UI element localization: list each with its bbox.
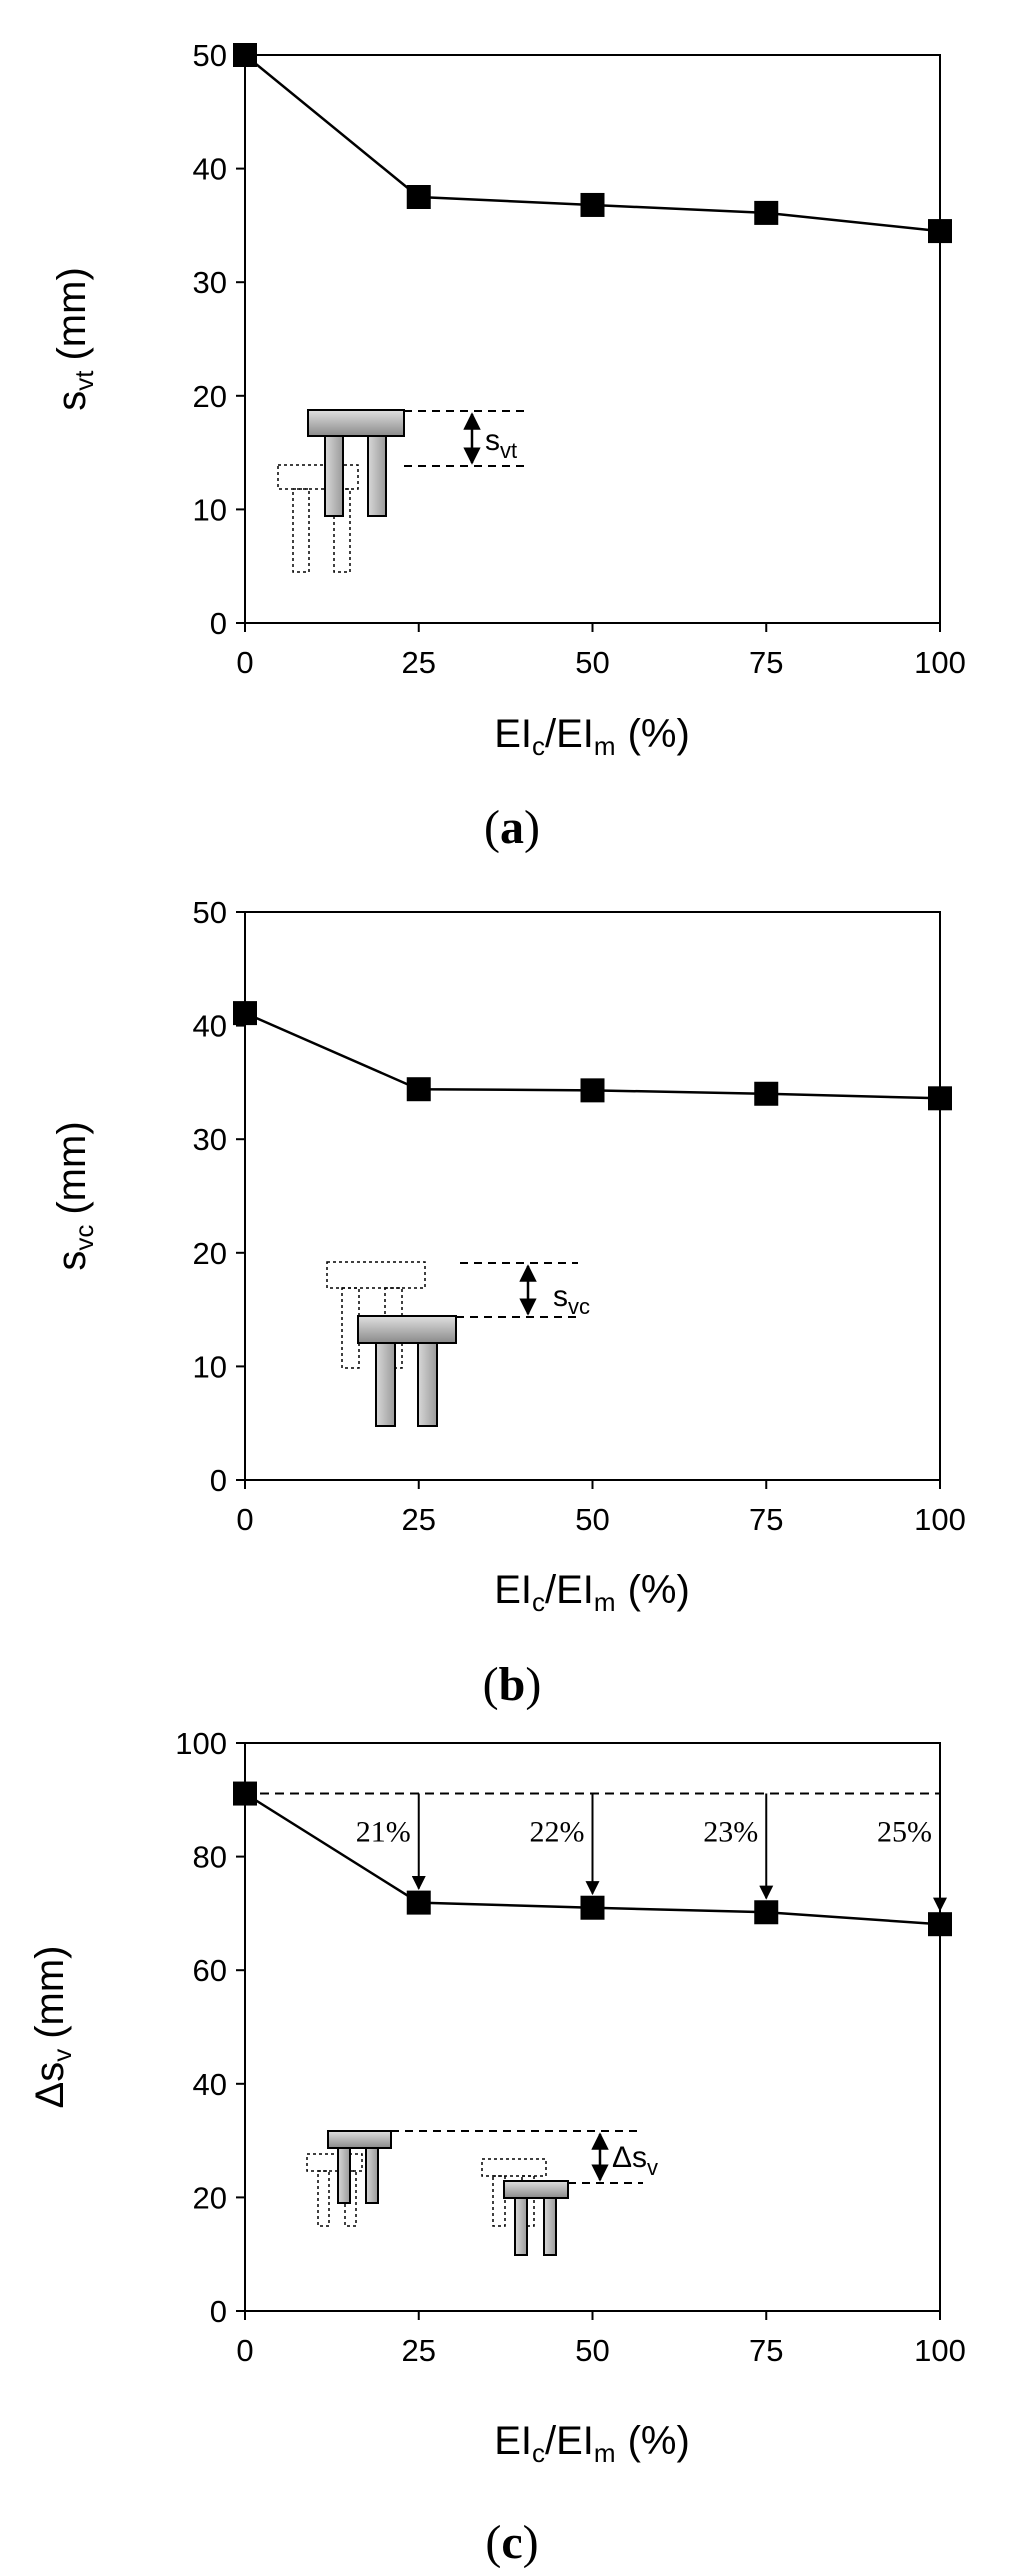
data-point [233, 1001, 257, 1026]
pile-after [375, 1342, 396, 1427]
chart-b-inset-diagram: svc [326, 1261, 590, 1427]
pile-after [324, 435, 344, 517]
y-tick-label: 10 [193, 492, 227, 527]
y-tick-label: 0 [210, 1463, 227, 1498]
inset-label: svc [553, 1280, 590, 1319]
pile-before [341, 1287, 360, 1369]
y-tick-label: 40 [193, 152, 227, 187]
chart-b-xlabel: EIc/EIm (%) [494, 1568, 690, 1617]
chart-c-inset-diagram: Δsv [306, 2130, 658, 2256]
data-point [233, 43, 257, 67]
x-tick-label: 0 [236, 645, 253, 680]
x-tick-label: 50 [575, 645, 609, 680]
y-tick-label: 20 [193, 1236, 227, 1271]
x-tick-label: 25 [402, 2333, 436, 2368]
chart-b-axes: 0 25 50 75 100 0 10 20 30 40 50 [193, 895, 966, 1537]
data-point [580, 1895, 605, 1920]
chart-b-plot-frame [244, 911, 941, 1481]
data-point [928, 219, 952, 244]
y-tick-label: 80 [193, 1840, 227, 1875]
inset-label: svt [485, 424, 517, 463]
y-tick-label: 0 [210, 606, 227, 641]
data-point [754, 1081, 779, 1106]
y-tick-label: 40 [193, 2067, 227, 2102]
pile-before [292, 488, 310, 573]
x-tick-label: 25 [402, 645, 436, 680]
chart-b-series [233, 1001, 952, 1111]
x-tick-label: 100 [914, 645, 966, 680]
x-tick-label: 50 [575, 2333, 609, 2368]
y-tick-label: 20 [193, 2180, 227, 2215]
data-point [580, 1078, 605, 1103]
pile-after [365, 2147, 379, 2204]
y-tick-label: 60 [193, 1953, 227, 1988]
reduction-label: 23% [703, 1816, 758, 1849]
x-tick-label: 100 [914, 2333, 966, 2368]
y-tick-label: 10 [193, 1349, 227, 1384]
pile-after [367, 435, 387, 517]
reduction-label: 25% [877, 1816, 932, 1849]
pile-cap-before [481, 2158, 547, 2177]
y-tick-label: 30 [193, 265, 227, 300]
reduction-label: 21% [356, 1816, 411, 1849]
chart-c-xlabel: EIc/EIm (%) [494, 2419, 690, 2468]
chart-c-refline: 21% 22% 23% 25% [245, 1792, 947, 1912]
data-point [928, 1912, 952, 1937]
reduction-label: 22% [530, 1816, 585, 1849]
chart-c-ylabel: Δsv(mm) [28, 1946, 77, 2109]
chart-a-ylabel: svt(mm) [50, 267, 99, 411]
data-point [233, 1781, 257, 1806]
chart-b: 0 25 50 75 100 0 10 20 30 40 50 svc(mm) EIc/EIm (%)… [50, 895, 966, 1711]
x-tick-label: 75 [749, 2333, 783, 2368]
pile-cap-after [357, 1315, 457, 1344]
chart-c-panel-label: (c) [485, 2516, 538, 2569]
data-point [580, 192, 605, 217]
pile-cap-after [327, 2130, 392, 2149]
pile-before [492, 2175, 506, 2227]
chart-a-xlabel: EIc/EIm (%) [494, 712, 690, 761]
y-tick-label: 30 [193, 1122, 227, 1157]
y-tick-label: 100 [175, 1726, 227, 1761]
x-tick-label: 50 [575, 1502, 609, 1537]
chart-a-series [233, 43, 952, 244]
pile-cap-before [277, 464, 359, 490]
data-point [406, 1890, 431, 1915]
data-point [754, 200, 779, 225]
pile-cap-before [306, 2153, 363, 2172]
y-tick-label: 50 [193, 895, 227, 930]
chart-b-panel-label: (b) [483, 1658, 542, 1711]
y-tick-label: 50 [193, 38, 227, 73]
y-tick-label: 40 [193, 1009, 227, 1044]
x-tick-label: 75 [749, 1502, 783, 1537]
pile-cap-after [503, 2180, 569, 2199]
pile-after [337, 2147, 351, 2204]
pile-after [514, 2197, 528, 2256]
chart-a-axes: 0 25 50 75 100 0 10 20 30 40 50 [193, 38, 966, 680]
x-tick-label: 75 [749, 645, 783, 680]
data-point [928, 1086, 952, 1111]
chart-a-inset-diagram: svt [277, 409, 527, 573]
inset-label: Δsv [612, 2141, 658, 2180]
x-tick-label: 25 [402, 1502, 436, 1537]
pile-before [317, 2170, 330, 2227]
data-point [406, 185, 431, 209]
x-tick-label: 0 [236, 2333, 253, 2368]
data-point [406, 1077, 431, 1102]
chart-c-axes: 0 25 50 75 100 0 20 40 60 80 100 [175, 1726, 966, 2368]
pile-cap-before [326, 1261, 426, 1289]
x-tick-label: 100 [914, 1502, 966, 1537]
pile-after [417, 1342, 438, 1427]
chart-a: 0 25 50 75 100 0 10 20 30 40 50 svt(mm) EIc/EIm (%)… [50, 38, 966, 854]
chart-a-panel-label: (a) [484, 801, 540, 854]
y-tick-label: 20 [193, 379, 227, 414]
chart-c-series [233, 1781, 952, 1937]
data-point [754, 1900, 779, 1925]
pile-cap-after [307, 409, 405, 437]
y-tick-label: 0 [210, 2294, 227, 2329]
pile-after [543, 2197, 557, 2256]
chart-b-ylabel: svc(mm) [50, 1121, 99, 1270]
x-tick-label: 0 [236, 1502, 253, 1537]
